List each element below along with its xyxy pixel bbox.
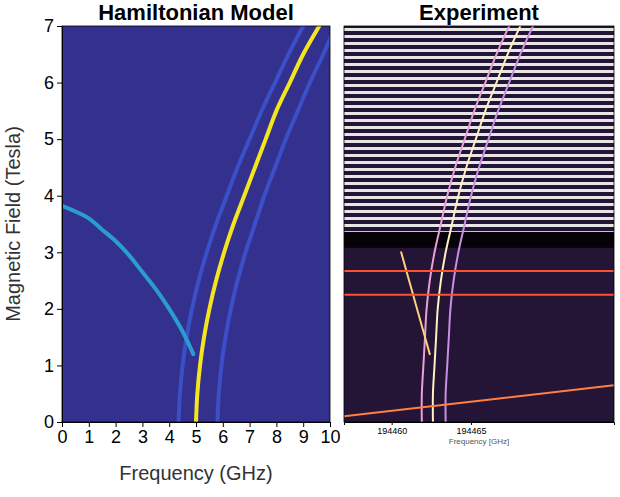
tick-label: 2 bbox=[44, 299, 54, 319]
tick-mark bbox=[57, 139, 62, 140]
x-axis: 194460 194465 bbox=[345, 422, 615, 436]
panel-title: Experiment bbox=[419, 0, 539, 25]
tick-label: 4 bbox=[165, 427, 175, 447]
axis-line bbox=[57, 27, 63, 423]
curves bbox=[62, 26, 330, 422]
tick: 9 bbox=[299, 422, 309, 447]
x-axis-title: Frequency (GHz) bbox=[119, 462, 272, 484]
tick-label: 2 bbox=[111, 427, 121, 447]
dark-band bbox=[344, 232, 614, 248]
x-axis-title: Frequency [GHz] bbox=[449, 437, 509, 446]
tick-label: 6 bbox=[44, 73, 54, 93]
tick: 6 bbox=[44, 73, 62, 93]
tick-mark bbox=[57, 252, 62, 253]
tick-label: 1 bbox=[84, 427, 94, 447]
tick-label: 194465 bbox=[457, 426, 487, 436]
tick-label: 7 bbox=[44, 16, 54, 36]
tick-mark bbox=[392, 422, 393, 425]
curve bbox=[344, 294, 614, 296]
tick: 1 bbox=[84, 422, 94, 447]
tick-label: 1 bbox=[44, 356, 54, 376]
axis-line bbox=[345, 423, 615, 426]
tick: 194465 bbox=[457, 422, 487, 436]
curve bbox=[401, 252, 430, 354]
tick: 8 bbox=[272, 422, 282, 447]
tick-mark bbox=[57, 196, 62, 197]
plot-background bbox=[344, 26, 614, 422]
curve bbox=[344, 385, 614, 416]
curve bbox=[446, 26, 533, 422]
x-axis: 0123456789 10 bbox=[57, 422, 340, 447]
tick-label: 0 bbox=[57, 427, 67, 447]
y-axis: 0 1 2 3 4 5 6 7 bbox=[44, 16, 63, 432]
tick-mark bbox=[57, 365, 62, 366]
tick-label: 10 bbox=[320, 427, 340, 447]
tick-mark bbox=[57, 422, 62, 423]
tick-label: 4 bbox=[44, 186, 54, 206]
plot-frame bbox=[62, 26, 330, 422]
tick-label: 8 bbox=[272, 427, 282, 447]
tick-label: 5 bbox=[191, 427, 201, 447]
figure: 01234567891001234567Hamiltonian ModelFre… bbox=[0, 0, 620, 497]
tick: 0 bbox=[44, 412, 62, 432]
tick-label: 7 bbox=[245, 427, 255, 447]
tick-mark bbox=[57, 309, 62, 310]
curve bbox=[62, 206, 193, 354]
tick: 5 bbox=[191, 422, 201, 447]
tick-label: 3 bbox=[44, 243, 54, 263]
tick: 0 bbox=[57, 422, 67, 447]
tick-label: 194460 bbox=[377, 426, 407, 436]
tick: 3 bbox=[44, 243, 62, 263]
panel: 01234567891001234567Hamiltonian ModelFre… bbox=[2, 0, 341, 484]
tick: 6 bbox=[218, 422, 228, 447]
tick-mark bbox=[57, 26, 62, 27]
tick: 2 bbox=[111, 422, 121, 447]
tick-mark bbox=[57, 83, 62, 84]
tick: 5 bbox=[44, 129, 62, 149]
curve bbox=[344, 270, 614, 272]
tick: 2 bbox=[44, 299, 62, 319]
tick-label: 6 bbox=[218, 427, 228, 447]
curve bbox=[196, 26, 319, 422]
plot-background bbox=[62, 26, 330, 422]
tick-label: 0 bbox=[44, 412, 54, 432]
tick: 1 bbox=[44, 356, 62, 376]
plot-frame bbox=[344, 26, 614, 422]
tick: 7 bbox=[44, 16, 62, 36]
tick: 4 bbox=[44, 186, 62, 206]
tick: 194460 bbox=[377, 422, 407, 436]
tick: 3 bbox=[138, 422, 148, 447]
tick-label: 3 bbox=[138, 427, 148, 447]
curve bbox=[179, 26, 304, 422]
tick-label: 9 bbox=[299, 427, 309, 447]
tick: 10 bbox=[320, 422, 340, 447]
tick-mark bbox=[471, 422, 472, 425]
tick: 4 bbox=[165, 422, 175, 447]
y-axis-title: Magnetic Field (Tesla) bbox=[2, 126, 24, 322]
panel-title: Hamiltonian Model bbox=[98, 0, 294, 25]
tick: 7 bbox=[245, 422, 255, 447]
tick-label: 5 bbox=[44, 129, 54, 149]
panel: 194460 194465 Experiment Frequency [GHz] bbox=[344, 0, 615, 446]
curves bbox=[344, 26, 614, 422]
